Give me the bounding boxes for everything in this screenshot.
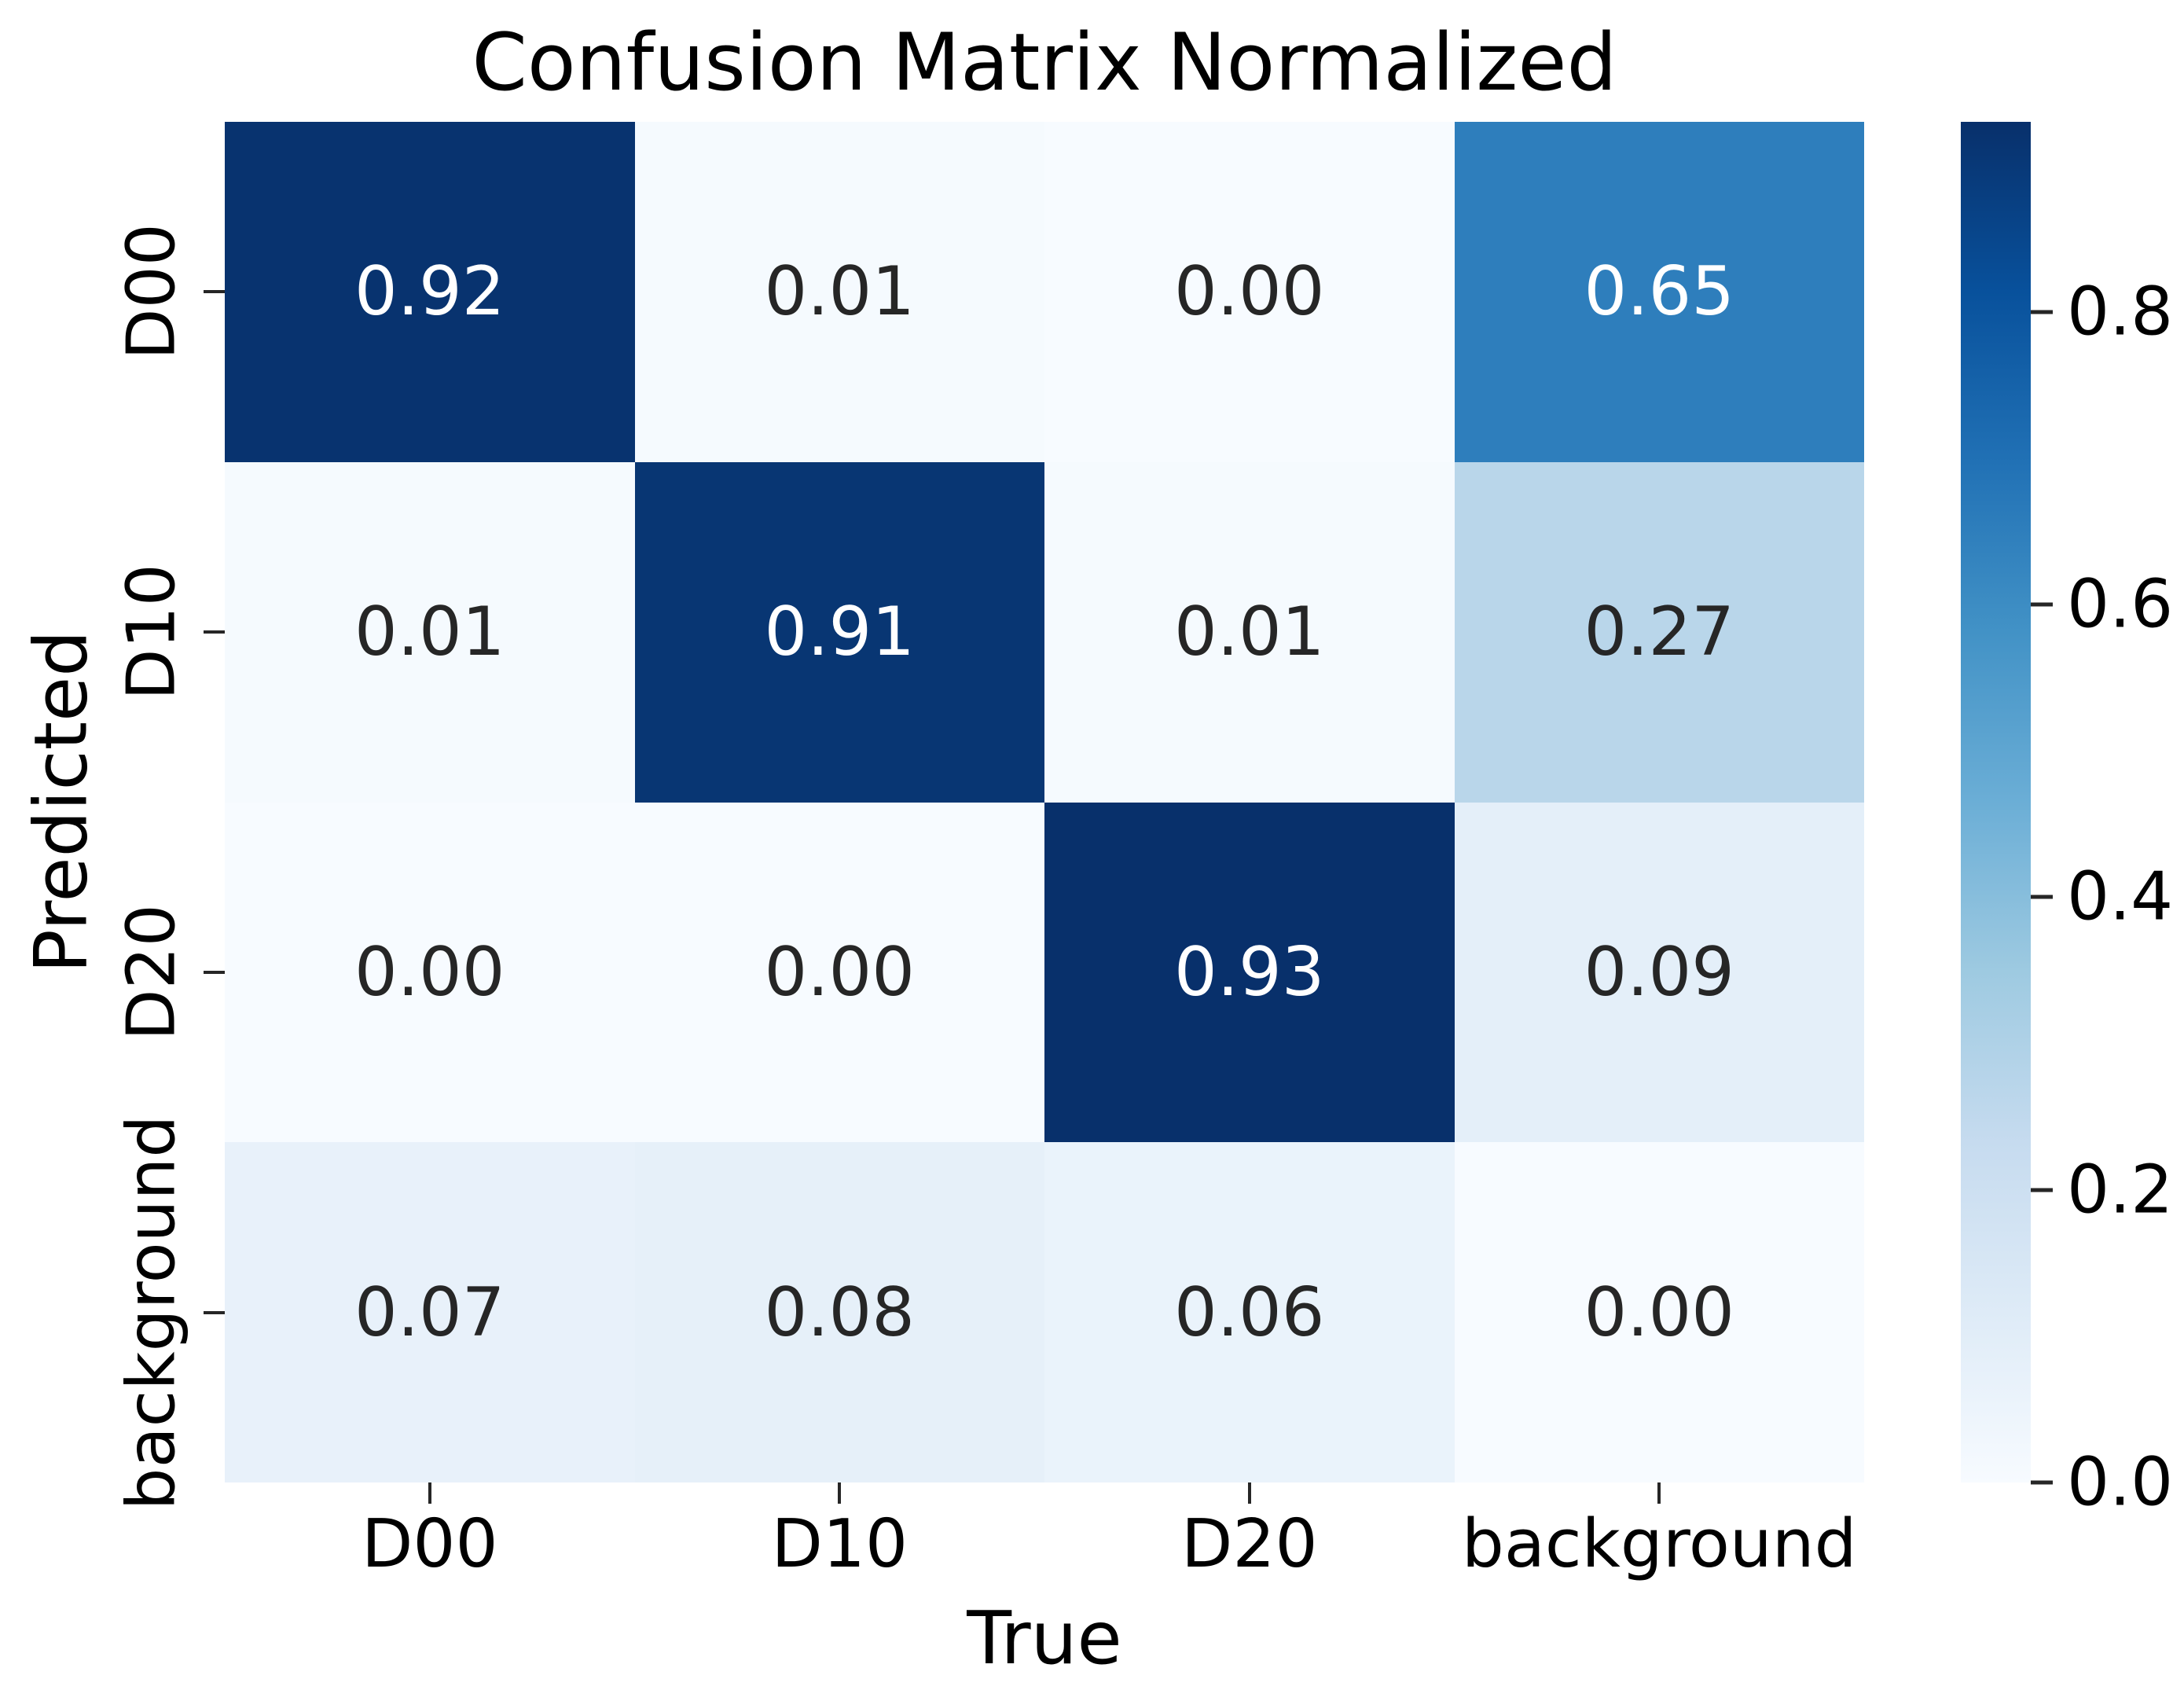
cell-value: 0.00 (1584, 1273, 1734, 1352)
heatmap-cell-D00-background: 0.65 (1454, 122, 1864, 462)
x-tick-label-D20: D20 (1180, 1505, 1318, 1583)
cell-value: 0.00 (354, 932, 505, 1012)
heatmap-cell-D10-D00: 0.01 (225, 461, 635, 803)
y-tick-label-background: background (112, 1115, 191, 1510)
y-tick-label-D00: D00 (112, 223, 191, 361)
colorbar (1961, 122, 2031, 1482)
y-tick-mark (204, 630, 225, 634)
y-axis-label: Predicted (18, 630, 104, 974)
x-tick-label-background: background (1461, 1505, 1857, 1583)
y-tick-mark (204, 970, 225, 974)
colorbar-tick-mark (2031, 1480, 2053, 1485)
x-tick-mark (838, 1482, 842, 1504)
y-tick-mark (204, 290, 225, 294)
x-tick-label-D00: D00 (361, 1505, 498, 1583)
colorbar-tick-label-0.4: 0.4 (2067, 858, 2174, 936)
cell-value: 0.09 (1584, 932, 1734, 1012)
heatmap-cell-background-background: 0.00 (1454, 1142, 1864, 1482)
x-tick-mark (1657, 1482, 1661, 1504)
heatmap-cell-D10-D20: 0.01 (1044, 461, 1455, 803)
heatmap-grid: 0.92 0.01 0.00 0.65 0.01 0.91 0.01 0.27 0.00 0.00… (225, 122, 1864, 1482)
x-tick-label-D10: D10 (771, 1505, 908, 1583)
cell-value: 0.06 (1174, 1273, 1325, 1352)
heatmap-cell-D20-D10: 0.00 (634, 802, 1044, 1143)
cell-value: 0.27 (1584, 593, 1734, 672)
y-tick-mark (204, 1310, 225, 1314)
heatmap-cell-D20-D00: 0.00 (225, 802, 635, 1143)
colorbar-tick-label-0.8: 0.8 (2067, 273, 2174, 351)
cell-value: 0.08 (764, 1273, 915, 1352)
cell-value: 0.91 (764, 593, 915, 672)
cell-value: 0.01 (354, 593, 505, 672)
heatmap-cell-D20-background: 0.09 (1454, 802, 1864, 1143)
chart-title: Confusion Matrix Normalized (472, 16, 1617, 108)
heatmap-cell-D00-D20: 0.00 (1044, 122, 1455, 462)
heatmap-cell-D10-D10: 0.91 (634, 461, 1044, 803)
cell-value: 0.92 (354, 252, 505, 332)
colorbar-tick-mark (2031, 1188, 2053, 1192)
x-tick-mark (428, 1482, 431, 1504)
colorbar-tick-label-0.0: 0.0 (2067, 1443, 2174, 1522)
y-tick-label-D20: D20 (112, 904, 191, 1041)
cell-value: 0.65 (1584, 252, 1734, 332)
colorbar-tick-mark (2031, 310, 2053, 314)
cell-value: 0.01 (764, 252, 915, 332)
cell-value: 0.93 (1174, 932, 1325, 1012)
heatmap-cell-D10-background: 0.27 (1454, 461, 1864, 803)
heatmap-cell-background-D00: 0.07 (225, 1142, 635, 1482)
colorbar-tick-mark (2031, 895, 2053, 899)
colorbar-tick-mark (2031, 602, 2053, 607)
colorbar-tick-label-0.2: 0.2 (2067, 1151, 2174, 1229)
cell-value: 0.07 (354, 1273, 505, 1352)
heatmap-cell-background-D20: 0.06 (1044, 1142, 1455, 1482)
heatmap-cell-background-D10: 0.08 (634, 1142, 1044, 1482)
x-tick-mark (1247, 1482, 1251, 1504)
y-tick-label-D10: D10 (112, 564, 191, 700)
cell-value: 0.00 (1174, 252, 1325, 332)
heatmap-cell-D00-D00: 0.92 (225, 122, 635, 462)
heatmap-cell-D00-D10: 0.01 (634, 122, 1044, 462)
cell-value: 0.00 (764, 932, 915, 1012)
heatmap-cell-D20-D20: 0.93 (1044, 802, 1455, 1143)
x-axis-label: True (967, 1596, 1122, 1681)
cell-value: 0.01 (1174, 593, 1325, 672)
colorbar-tick-label-0.6: 0.6 (2067, 565, 2174, 644)
